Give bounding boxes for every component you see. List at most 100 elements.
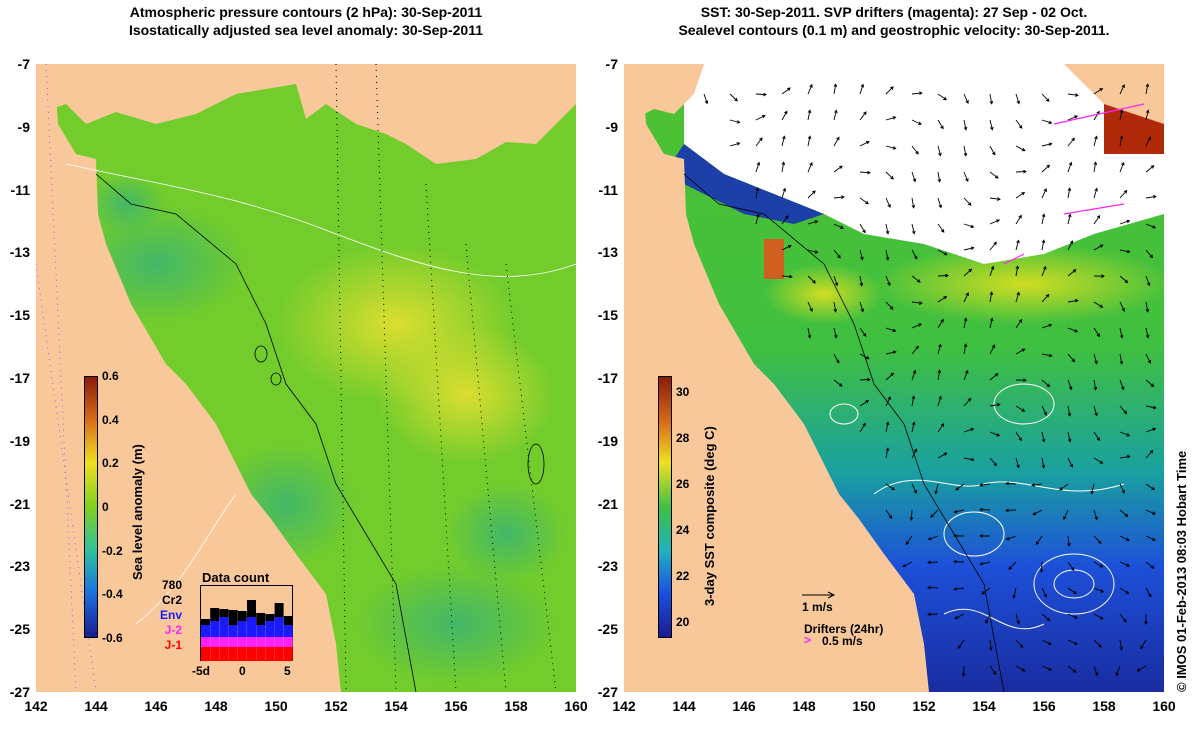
- velocity-arrow: [885, 372, 895, 381]
- data-count-bar: [256, 625, 266, 637]
- velocity-arrow: [1041, 164, 1051, 173]
- data-count-bar: [219, 609, 229, 617]
- velocity-arrow: [833, 195, 845, 200]
- velocity-arrow: [979, 534, 991, 538]
- velocity-arrow: [1041, 323, 1053, 329]
- png-land: [36, 64, 576, 164]
- velocity-arrow: [781, 245, 792, 251]
- velocity-arrow: [1119, 561, 1131, 567]
- data-count-bar: [228, 610, 238, 625]
- longitude-tick-label: 158: [504, 698, 528, 714]
- latitude-tick-label: -23: [9, 558, 30, 575]
- velocity-arrow: [1067, 327, 1079, 333]
- latitude-tick-label: -27: [9, 684, 30, 700]
- colorbar-tick-label: 0.2: [102, 456, 119, 471]
- left-title-line2: Isostatically adjusted sea level anomaly…: [128, 22, 484, 38]
- longitude-tick-label: 148: [792, 698, 816, 714]
- colorbar-tick-label: 20: [676, 615, 690, 629]
- velocity-arrow: [1015, 145, 1026, 152]
- velocity-arrow: [1067, 353, 1076, 363]
- velocity-arrow: [963, 197, 972, 206]
- velocity-arrow: [807, 220, 819, 225]
- velocity-scale-label: 1 m/s: [802, 600, 833, 614]
- velocity-arrow: [755, 161, 761, 173]
- longitude-tick-label: 152: [912, 698, 936, 714]
- longitude-tick-label: 154: [972, 698, 996, 714]
- velocity-arrow: [1093, 161, 1098, 173]
- velocity-arrow: [859, 141, 870, 147]
- latitude-tick-label: -21: [597, 495, 618, 512]
- velocity-arrow: [885, 396, 891, 407]
- velocity-arrow: [934, 483, 939, 495]
- right-map: [624, 64, 1164, 692]
- velocity-arrow: [1145, 535, 1156, 541]
- latitude-tick-label: -17: [597, 370, 618, 386]
- velocity-arrow: [1015, 239, 1020, 251]
- velocity-arrow: [1093, 509, 1098, 521]
- colorbar-tick-label: 0.4: [102, 412, 119, 427]
- velocity-arrow: [1015, 214, 1022, 225]
- velocity-arrow: [911, 483, 917, 494]
- velocity-arrow: [937, 93, 947, 101]
- velocity-arrow: [807, 109, 812, 121]
- velocity-arrow: [911, 323, 923, 329]
- velocity-arrow: [1015, 665, 1026, 672]
- velocity-arrow: [1119, 353, 1124, 365]
- velocity-arrow: [859, 400, 870, 407]
- velocity-arrow: [885, 509, 893, 520]
- velocity-arrow: [885, 301, 894, 310]
- velocity-arrow: [859, 249, 864, 261]
- velocity-arrow: [1015, 169, 1027, 174]
- velocity-arrow: [911, 421, 916, 433]
- data-count-bar: [210, 637, 220, 647]
- velocity-arrow: [989, 241, 997, 251]
- velocity-arrow: [1119, 405, 1128, 415]
- velocity-arrow: [1015, 291, 1020, 303]
- mission-label: Cr2: [161, 593, 182, 607]
- velocity-arrow: [703, 93, 709, 105]
- velocity-arrow: [1059, 483, 1069, 491]
- velocity-arrow: [911, 145, 919, 155]
- velocity-arrow: [1067, 405, 1072, 417]
- longitude-tick-label: 160: [1152, 698, 1176, 714]
- right-title-line2: Sealevel contours (0.1 m) and geostrophi…: [678, 22, 1110, 38]
- velocity-arrow: [1015, 431, 1022, 442]
- velocity-arrow: [1067, 213, 1072, 225]
- velocity-arrow: [989, 431, 1001, 437]
- velocity-arrow: [1115, 665, 1121, 677]
- velocity-arrow: [1067, 561, 1075, 571]
- velocity-arrow: [807, 301, 813, 312]
- longitude-tick-label: 158: [1092, 698, 1116, 714]
- latitude-tick-label: -11: [598, 181, 618, 198]
- velocity-arrow: [833, 379, 843, 387]
- velocity-arrow: [1063, 509, 1069, 520]
- velocity-arrow: [1093, 244, 1104, 251]
- velocity-arrow: [1005, 508, 1017, 513]
- velocity-arrow: [1041, 119, 1053, 125]
- data-count-bar: [283, 647, 293, 661]
- velocity-arrow: [937, 369, 942, 381]
- velocity-arrow: [937, 318, 944, 329]
- velocity-arrow: [885, 145, 897, 150]
- velocity-arrow: [911, 119, 922, 125]
- left-colorbar: [84, 376, 98, 638]
- data-count-bar: [247, 637, 256, 647]
- velocity-arrow: [755, 114, 766, 121]
- velocity-arrow: [937, 223, 945, 233]
- velocity-arrow: [755, 92, 767, 97]
- velocity-arrow: [885, 223, 890, 235]
- velocity-arrow: [1067, 535, 1071, 547]
- velocity-arrow: [729, 119, 741, 124]
- velocity-arrow: [859, 353, 870, 360]
- velocity-arrow: [937, 452, 948, 459]
- velocity-arrow: [1093, 135, 1098, 147]
- velocity-arrow: [902, 561, 913, 568]
- velocity-arrow: [1015, 119, 1023, 129]
- velocity-arrow: [981, 587, 991, 595]
- velocity-arrow: [909, 509, 914, 521]
- velocity-arrow: [963, 369, 969, 381]
- right-colorbar-label: 3-day SST composite (deg C): [702, 426, 717, 606]
- velocity-arrow: [1015, 405, 1026, 412]
- velocity-arrow: [1041, 405, 1047, 416]
- mission-label: J-2: [164, 623, 182, 637]
